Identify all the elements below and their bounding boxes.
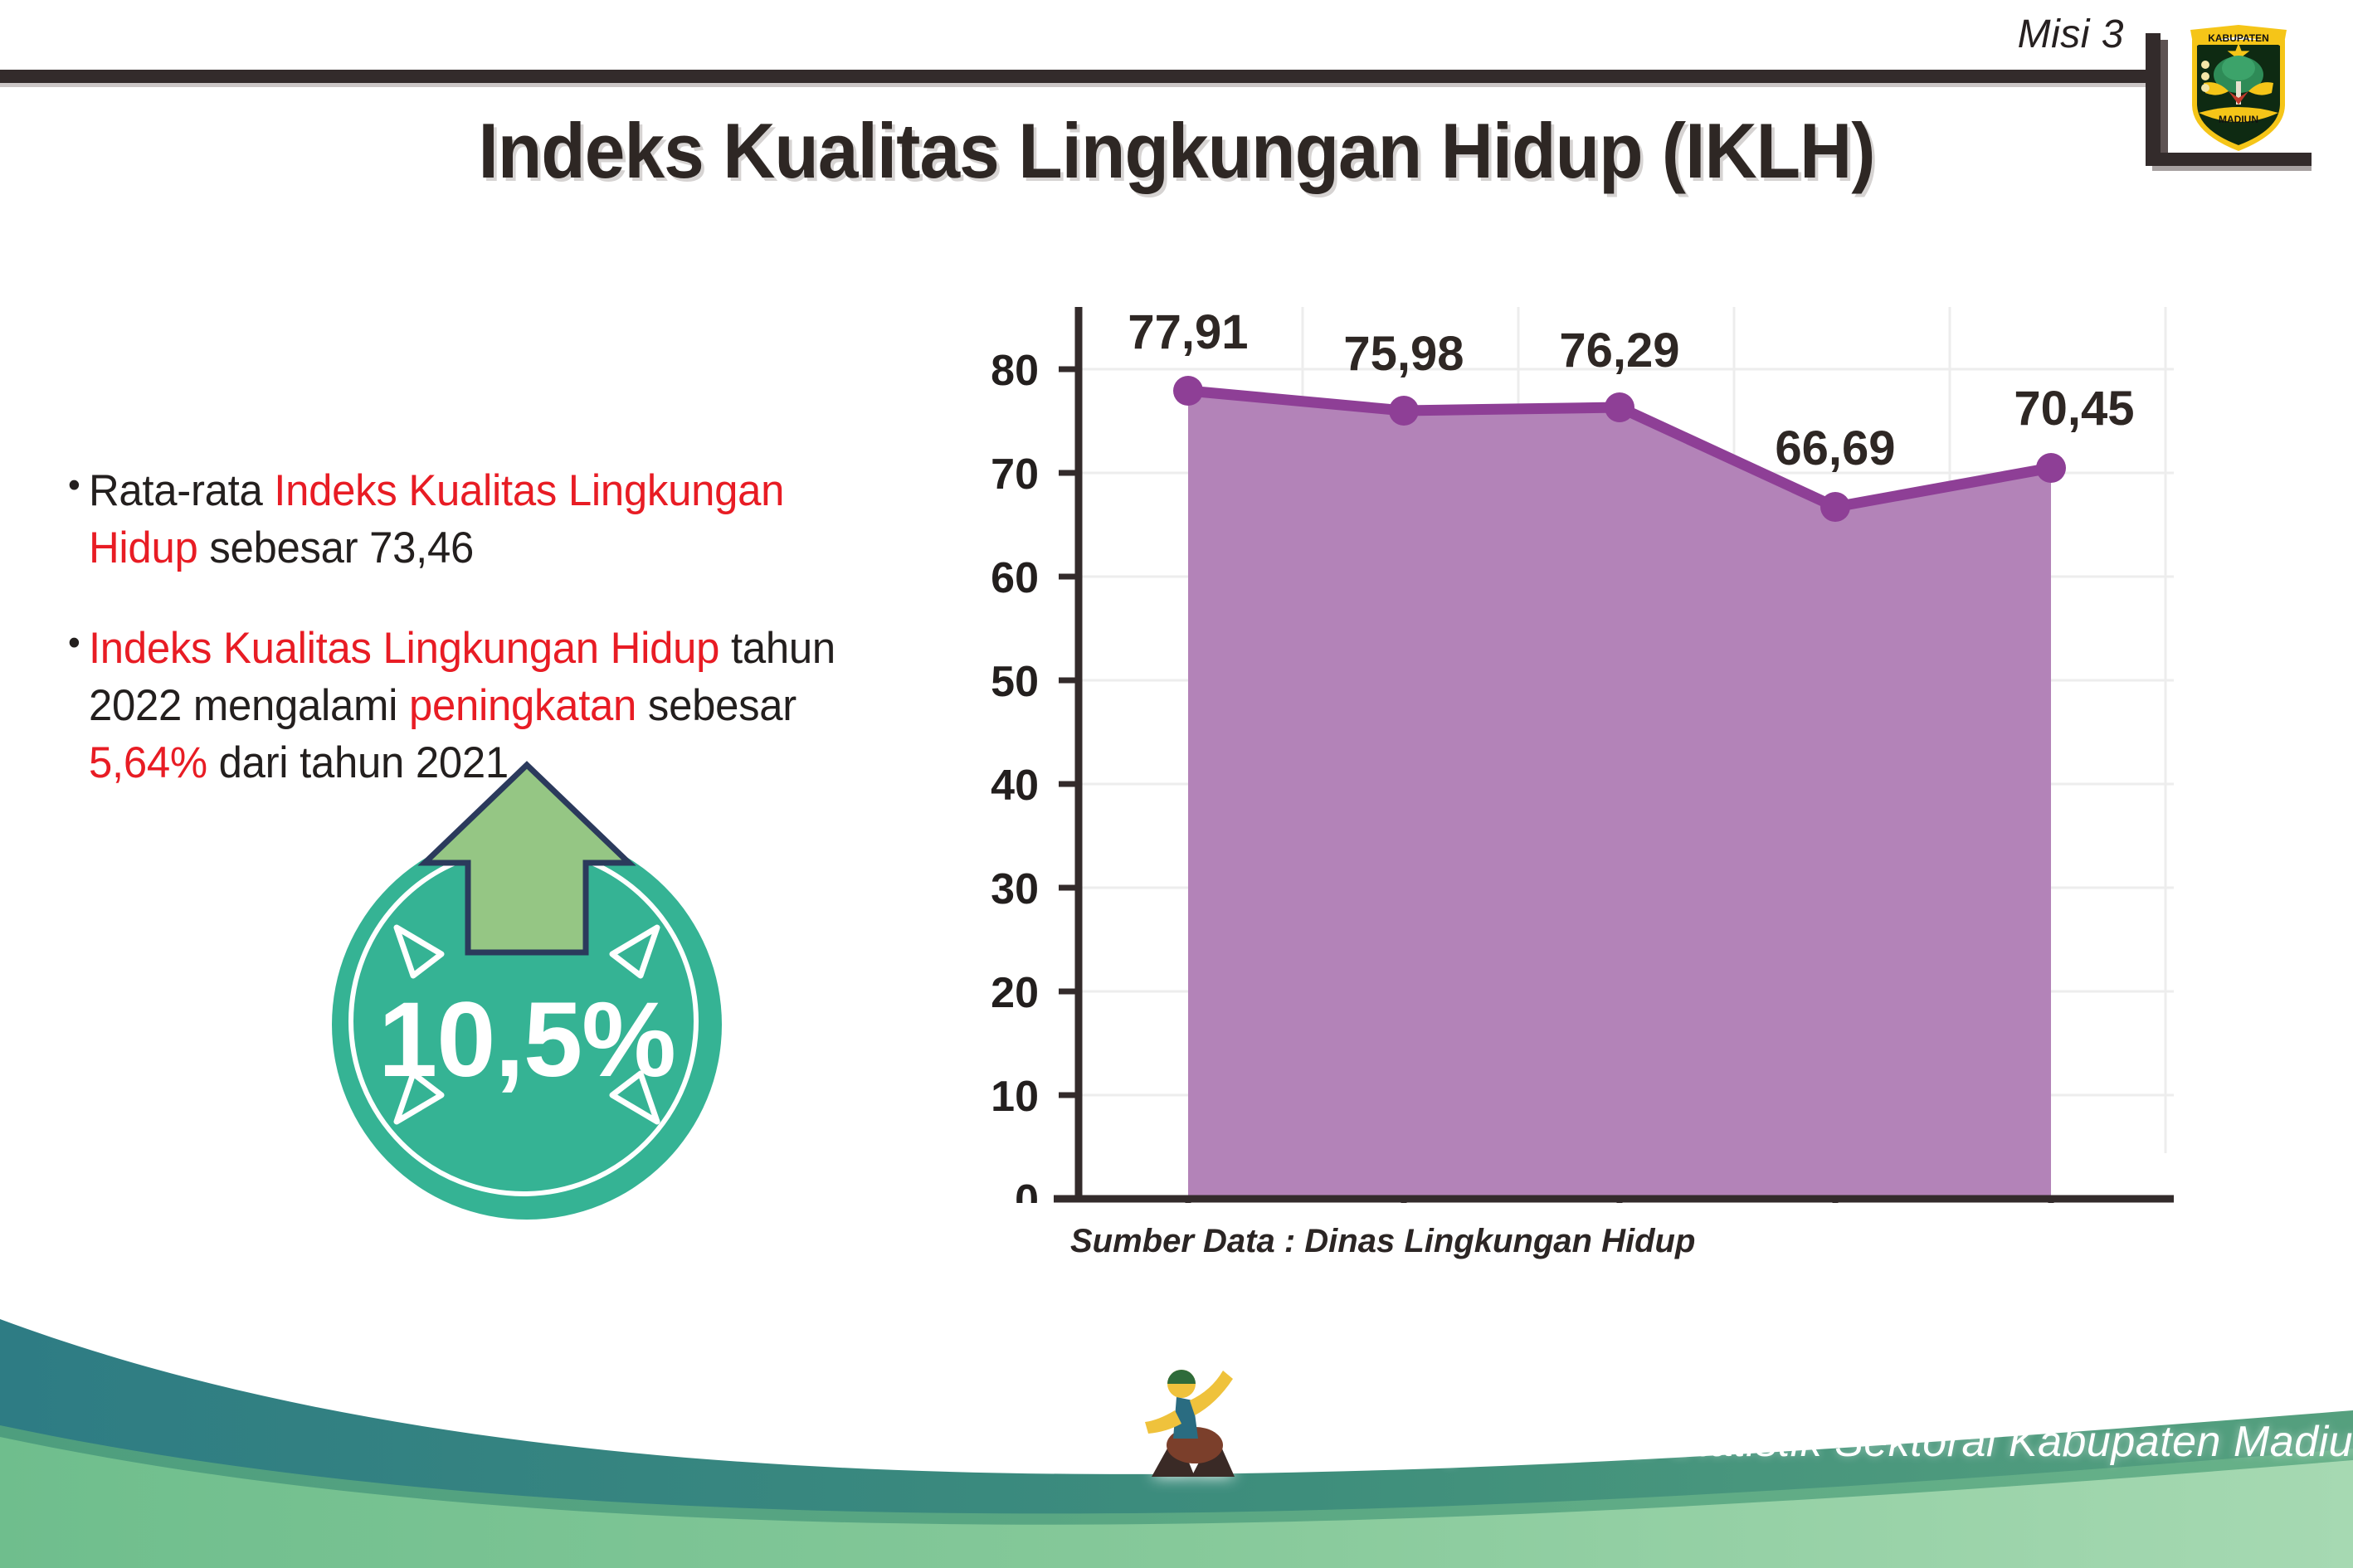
svg-text:KABUPATEN: KABUPATEN [2208, 32, 2269, 44]
iklh-area-chart: 80 70 60 50 40 30 20 10 0 2018 2019 2020… [979, 299, 2224, 1203]
bullet-2-seg-1: Indeks Kualitas Lingkungan Hidup [88, 623, 720, 673]
bullet-1-seg-2: Indeks Kualitas Lingkungan Hidup [88, 466, 785, 572]
bullet-2-seg-2: tahun 2022 mengalami [88, 623, 835, 730]
bullet-item-2: Indeks Kualitas Lingkungan Hidup tahun 2… [68, 619, 896, 792]
header-bottom-bar [2146, 153, 2312, 166]
bullet-2-seg-3: peningkatan [408, 680, 637, 730]
header-vertical-bar-highlight [2161, 40, 2168, 166]
header-vertical-bar [2146, 33, 2161, 166]
bullet-list: Rata-rata Indeks Kualitas Lingkungan Hid… [68, 461, 931, 835]
source-note: Sumber Data : Dinas Lingkungan Hidup [1070, 1223, 1696, 1259]
data-label: 70,45 [2014, 382, 2134, 436]
chart-data-labels: 77,91 75,98 76,29 66,69 70,45 [1128, 305, 2134, 475]
y-tick-label: 0 [1015, 1176, 1039, 1203]
y-tick-label: 40 [991, 762, 1039, 810]
footer-wave-front [0, 1437, 2353, 1568]
data-label: 75,98 [1343, 327, 1464, 381]
chart-markers [1173, 376, 2066, 522]
chart-svg: 80 70 60 50 40 30 20 10 0 2018 2019 2020… [991, 305, 2174, 1203]
header-rule-shadow [0, 83, 2146, 87]
header-bottom-bar-shadow [2152, 166, 2312, 171]
growth-badge: 10,5% [322, 747, 770, 1220]
kabupaten-madiun-emblem-icon: KABUPATEN MADIUN [2190, 25, 2287, 151]
y-tick-label: 30 [991, 865, 1039, 913]
y-tick-label: 60 [991, 554, 1039, 602]
footer-caption: Media Infografis Data Statistik Sektoral… [1236, 1418, 2353, 1466]
bullet-2-seg-4: sebesar [636, 680, 797, 730]
data-label: 77,91 [1128, 305, 1248, 359]
y-tick-label: 10 [991, 1073, 1039, 1121]
bullet-2-seg-6: dari tahun 2021 [207, 738, 509, 787]
bullet-2-seg-5: 5,64% [88, 738, 207, 787]
badge-corner-ticks [393, 924, 660, 1125]
y-tick-label: 20 [991, 969, 1039, 1017]
mission-label: Misi 3 [2017, 12, 2124, 56]
data-label: 76,29 [1559, 324, 1679, 377]
chart-y-tick-labels: 80 70 60 50 40 30 20 10 0 [991, 347, 1039, 1203]
svg-text:MADIUN: MADIUN [2219, 114, 2258, 125]
bullet-item-1: Rata-rata Indeks Kualitas Lingkungan Hid… [68, 461, 896, 577]
data-label: 66,69 [1775, 421, 1895, 475]
footer-wave [0, 1319, 2353, 1568]
statistics-person-icon [1145, 1370, 1235, 1477]
y-tick-label: 70 [991, 450, 1039, 499]
y-tick-label: 80 [991, 347, 1039, 395]
bullet-1-seg-1: Rata-rata [88, 466, 275, 515]
badge-percent-label: 10,5% [378, 981, 676, 1099]
chart-area-fill [1188, 391, 2051, 1199]
bullet-1-seg-3: sebesar 73,46 [197, 523, 475, 572]
page-title: Indeks Kualitas Lingkungan Hidup (IKLH) [478, 107, 1875, 194]
y-tick-label: 50 [991, 658, 1039, 706]
up-arrow-icon [417, 761, 636, 956]
header-rule [0, 70, 2146, 83]
